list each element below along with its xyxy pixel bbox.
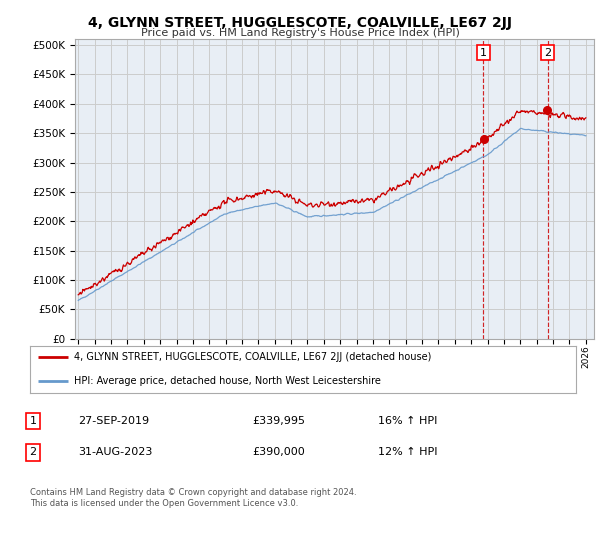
Text: HPI: Average price, detached house, North West Leicestershire: HPI: Average price, detached house, Nort… <box>74 376 380 386</box>
Text: Contains HM Land Registry data © Crown copyright and database right 2024.
This d: Contains HM Land Registry data © Crown c… <box>30 488 356 508</box>
Text: 4, GLYNN STREET, HUGGLESCOTE, COALVILLE, LE67 2JJ: 4, GLYNN STREET, HUGGLESCOTE, COALVILLE,… <box>88 16 512 30</box>
Text: 12% ↑ HPI: 12% ↑ HPI <box>378 447 437 458</box>
Text: 1: 1 <box>29 416 37 426</box>
Text: 2: 2 <box>544 48 551 58</box>
Text: 27-SEP-2019: 27-SEP-2019 <box>78 416 149 426</box>
Text: £339,995: £339,995 <box>252 416 305 426</box>
Text: Price paid vs. HM Land Registry's House Price Index (HPI): Price paid vs. HM Land Registry's House … <box>140 28 460 38</box>
Text: 16% ↑ HPI: 16% ↑ HPI <box>378 416 437 426</box>
Text: 31-AUG-2023: 31-AUG-2023 <box>78 447 152 458</box>
Text: 4, GLYNN STREET, HUGGLESCOTE, COALVILLE, LE67 2JJ (detached house): 4, GLYNN STREET, HUGGLESCOTE, COALVILLE,… <box>74 352 431 362</box>
Text: 1: 1 <box>480 48 487 58</box>
Text: £390,000: £390,000 <box>252 447 305 458</box>
Text: 2: 2 <box>29 447 37 458</box>
